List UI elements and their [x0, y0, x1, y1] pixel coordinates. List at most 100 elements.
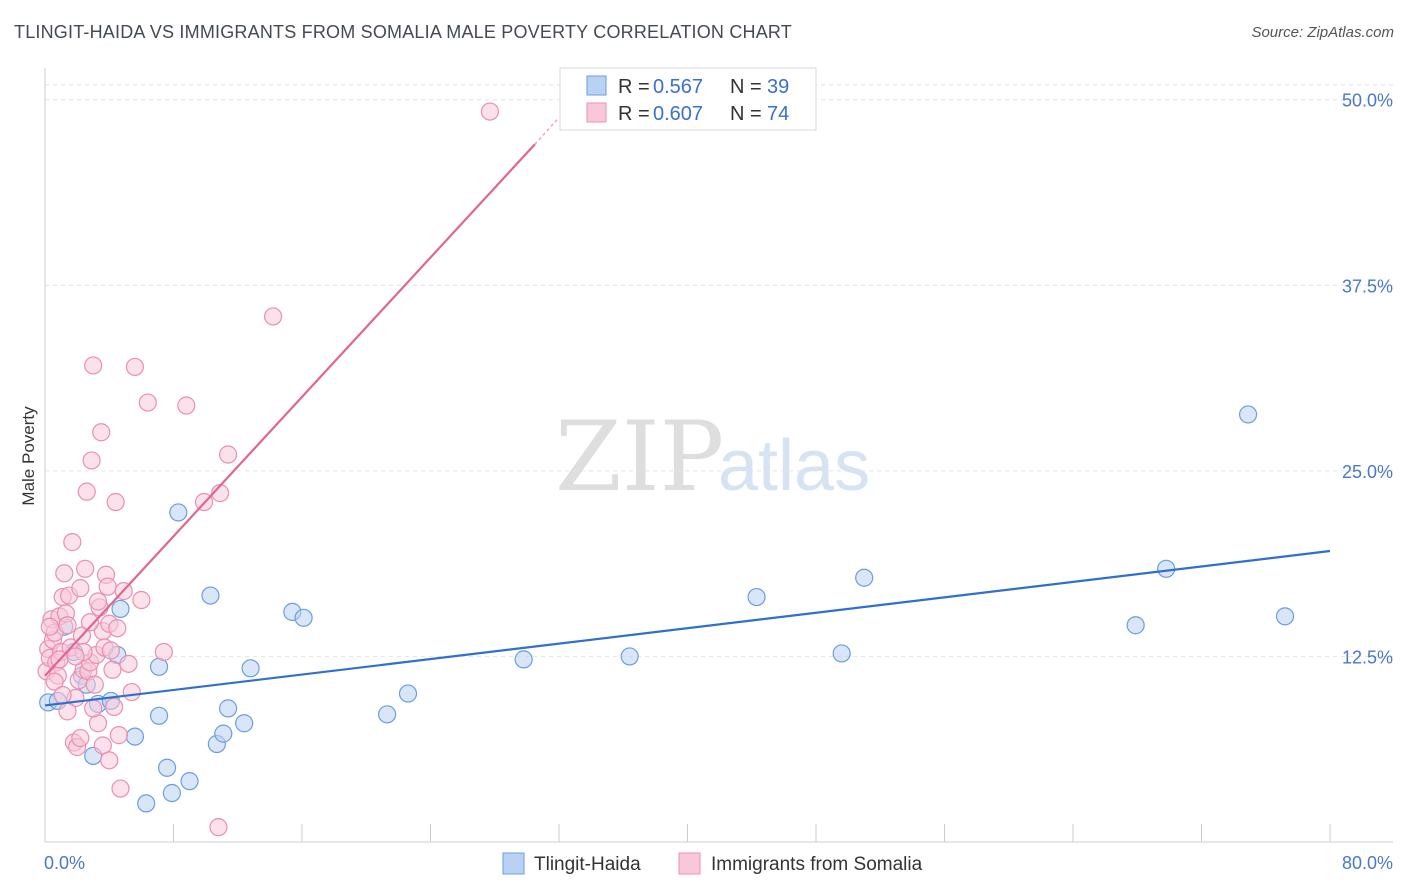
point-0-18 — [180, 772, 199, 791]
point-1-34 — [92, 423, 111, 442]
y-tick-label-0: 12.5% — [1342, 647, 1393, 667]
bottom-legend-label-tlingit-haida: Tlingit-Haida — [534, 854, 641, 875]
point-1-42 — [104, 697, 124, 717]
point-1-46 — [111, 779, 130, 798]
point-0-37 — [1275, 607, 1295, 626]
point-0-30 — [620, 647, 639, 666]
bottom-legend-swatch-immigrants-from-somalia — [678, 852, 701, 875]
y-tick-label-1: 25.0% — [1342, 462, 1393, 482]
point-0-24 — [241, 659, 260, 678]
point-1-38 — [98, 577, 117, 596]
point-1-40 — [101, 641, 120, 660]
point-0-15 — [157, 758, 177, 777]
legend-swatch-tlingit-haida — [586, 75, 607, 96]
y-tick-label-3: 50.0% — [1342, 91, 1393, 111]
source-label: Source: ZipAtlas.com — [1251, 24, 1394, 41]
point-0-32 — [832, 644, 851, 663]
point-1-16 — [63, 533, 82, 552]
trend-lines — [44, 117, 1331, 707]
point-0-17 — [169, 503, 188, 522]
point-1-28 — [82, 451, 101, 470]
point-1-60 — [480, 102, 500, 121]
point-1-41 — [103, 660, 122, 679]
point-0-36 — [1238, 405, 1258, 424]
point-0-12 — [137, 794, 156, 813]
point-1-45 — [109, 726, 128, 745]
legend-n-label-1: N = — [730, 103, 762, 125]
bottom-legend-swatch-tlingit-haida — [502, 852, 525, 875]
legend-r-value-1: 0.607 — [653, 103, 703, 125]
point-1-58 — [219, 445, 238, 464]
point-1-49 — [122, 682, 141, 702]
y-tick-label-2: 37.5% — [1342, 276, 1393, 296]
gridlines — [45, 84, 1393, 657]
point-0-22 — [219, 699, 238, 718]
point-1-62 — [58, 702, 77, 721]
legend-swatch-immigrants-from-somalia — [586, 102, 607, 123]
bottom-legend-label-immigrants-from-somalia: Immigrants from Somalia — [711, 854, 923, 875]
point-1-69 — [100, 751, 119, 770]
point-1-72 — [71, 728, 90, 748]
y-tick-labels: 12.5% 25.0% 37.5% 50.0% — [1342, 91, 1393, 668]
point-0-14 — [149, 706, 169, 725]
point-1-11 — [55, 564, 74, 583]
watermark-zip: ZIP — [555, 401, 724, 513]
point-0-33 — [855, 568, 874, 587]
legend-n-label-0: N = — [730, 76, 762, 98]
legend-r-value-0: 0.567 — [653, 76, 703, 98]
point-1-67 — [80, 613, 100, 632]
point-1-64 — [84, 699, 103, 718]
point-1-21 — [71, 579, 90, 598]
legend-n-value-1: 74 — [767, 103, 789, 125]
legend-r-label-0: R = — [618, 76, 650, 98]
series-immigrants-from-somalia — [37, 102, 500, 837]
point-1-51 — [132, 590, 151, 610]
point-1-70 — [40, 617, 59, 636]
point-0-19 — [201, 586, 220, 605]
point-1-53 — [154, 642, 173, 662]
point-0-31 — [747, 587, 766, 607]
point-1-56 — [209, 818, 228, 837]
axes — [44, 68, 1393, 843]
point-1-43 — [106, 492, 125, 512]
trend-line-dashed-1 — [534, 117, 560, 145]
chart-title: TLINGIT-HAIDA VS IMMIGRANTS FROM SOMALIA… — [14, 22, 792, 42]
point-0-23 — [235, 714, 254, 733]
point-0-16 — [162, 783, 181, 803]
point-0-27 — [378, 705, 397, 724]
point-1-44 — [108, 619, 127, 638]
point-1-24 — [76, 559, 95, 578]
point-0-26 — [294, 608, 313, 627]
legend-r-label-1: R = — [618, 103, 650, 125]
point-1-65 — [45, 672, 64, 691]
point-1-59 — [263, 307, 283, 326]
point-0-29 — [514, 650, 533, 669]
point-0-10 — [111, 599, 130, 619]
trend-line-1 — [44, 143, 536, 677]
trend-line-0 — [44, 549, 1331, 707]
bottom-legend: Tlingit-Haida Immigrants from Somalia — [502, 852, 923, 875]
point-1-13 — [58, 616, 77, 635]
point-1-52 — [138, 393, 157, 412]
legend-box: R = 0.567 N = 39 R = 0.607 N = 74 — [559, 67, 817, 131]
point-0-21 — [214, 724, 233, 743]
x-tick-labels: 0.0% 80.0% — [44, 853, 1393, 873]
watermark-atlas: atlas — [718, 426, 870, 506]
legend-n-value-0: 39 — [767, 76, 789, 98]
point-1-29 — [84, 356, 103, 375]
point-0-34 — [1126, 616, 1145, 635]
point-0-11 — [125, 727, 145, 746]
point-1-30 — [85, 675, 104, 694]
point-0-35 — [1157, 559, 1176, 578]
point-1-73 — [88, 592, 108, 611]
point-1-25 — [77, 482, 96, 501]
y-axis-label: Male Poverty — [19, 406, 38, 506]
point-0-28 — [398, 684, 418, 703]
x-tick-label-0: 0.0% — [44, 853, 85, 873]
point-1-54 — [177, 396, 196, 415]
point-1-48 — [119, 654, 138, 673]
point-1-66 — [66, 647, 85, 666]
x-tick-label-1: 80.0% — [1342, 853, 1393, 873]
point-1-71 — [53, 685, 72, 705]
